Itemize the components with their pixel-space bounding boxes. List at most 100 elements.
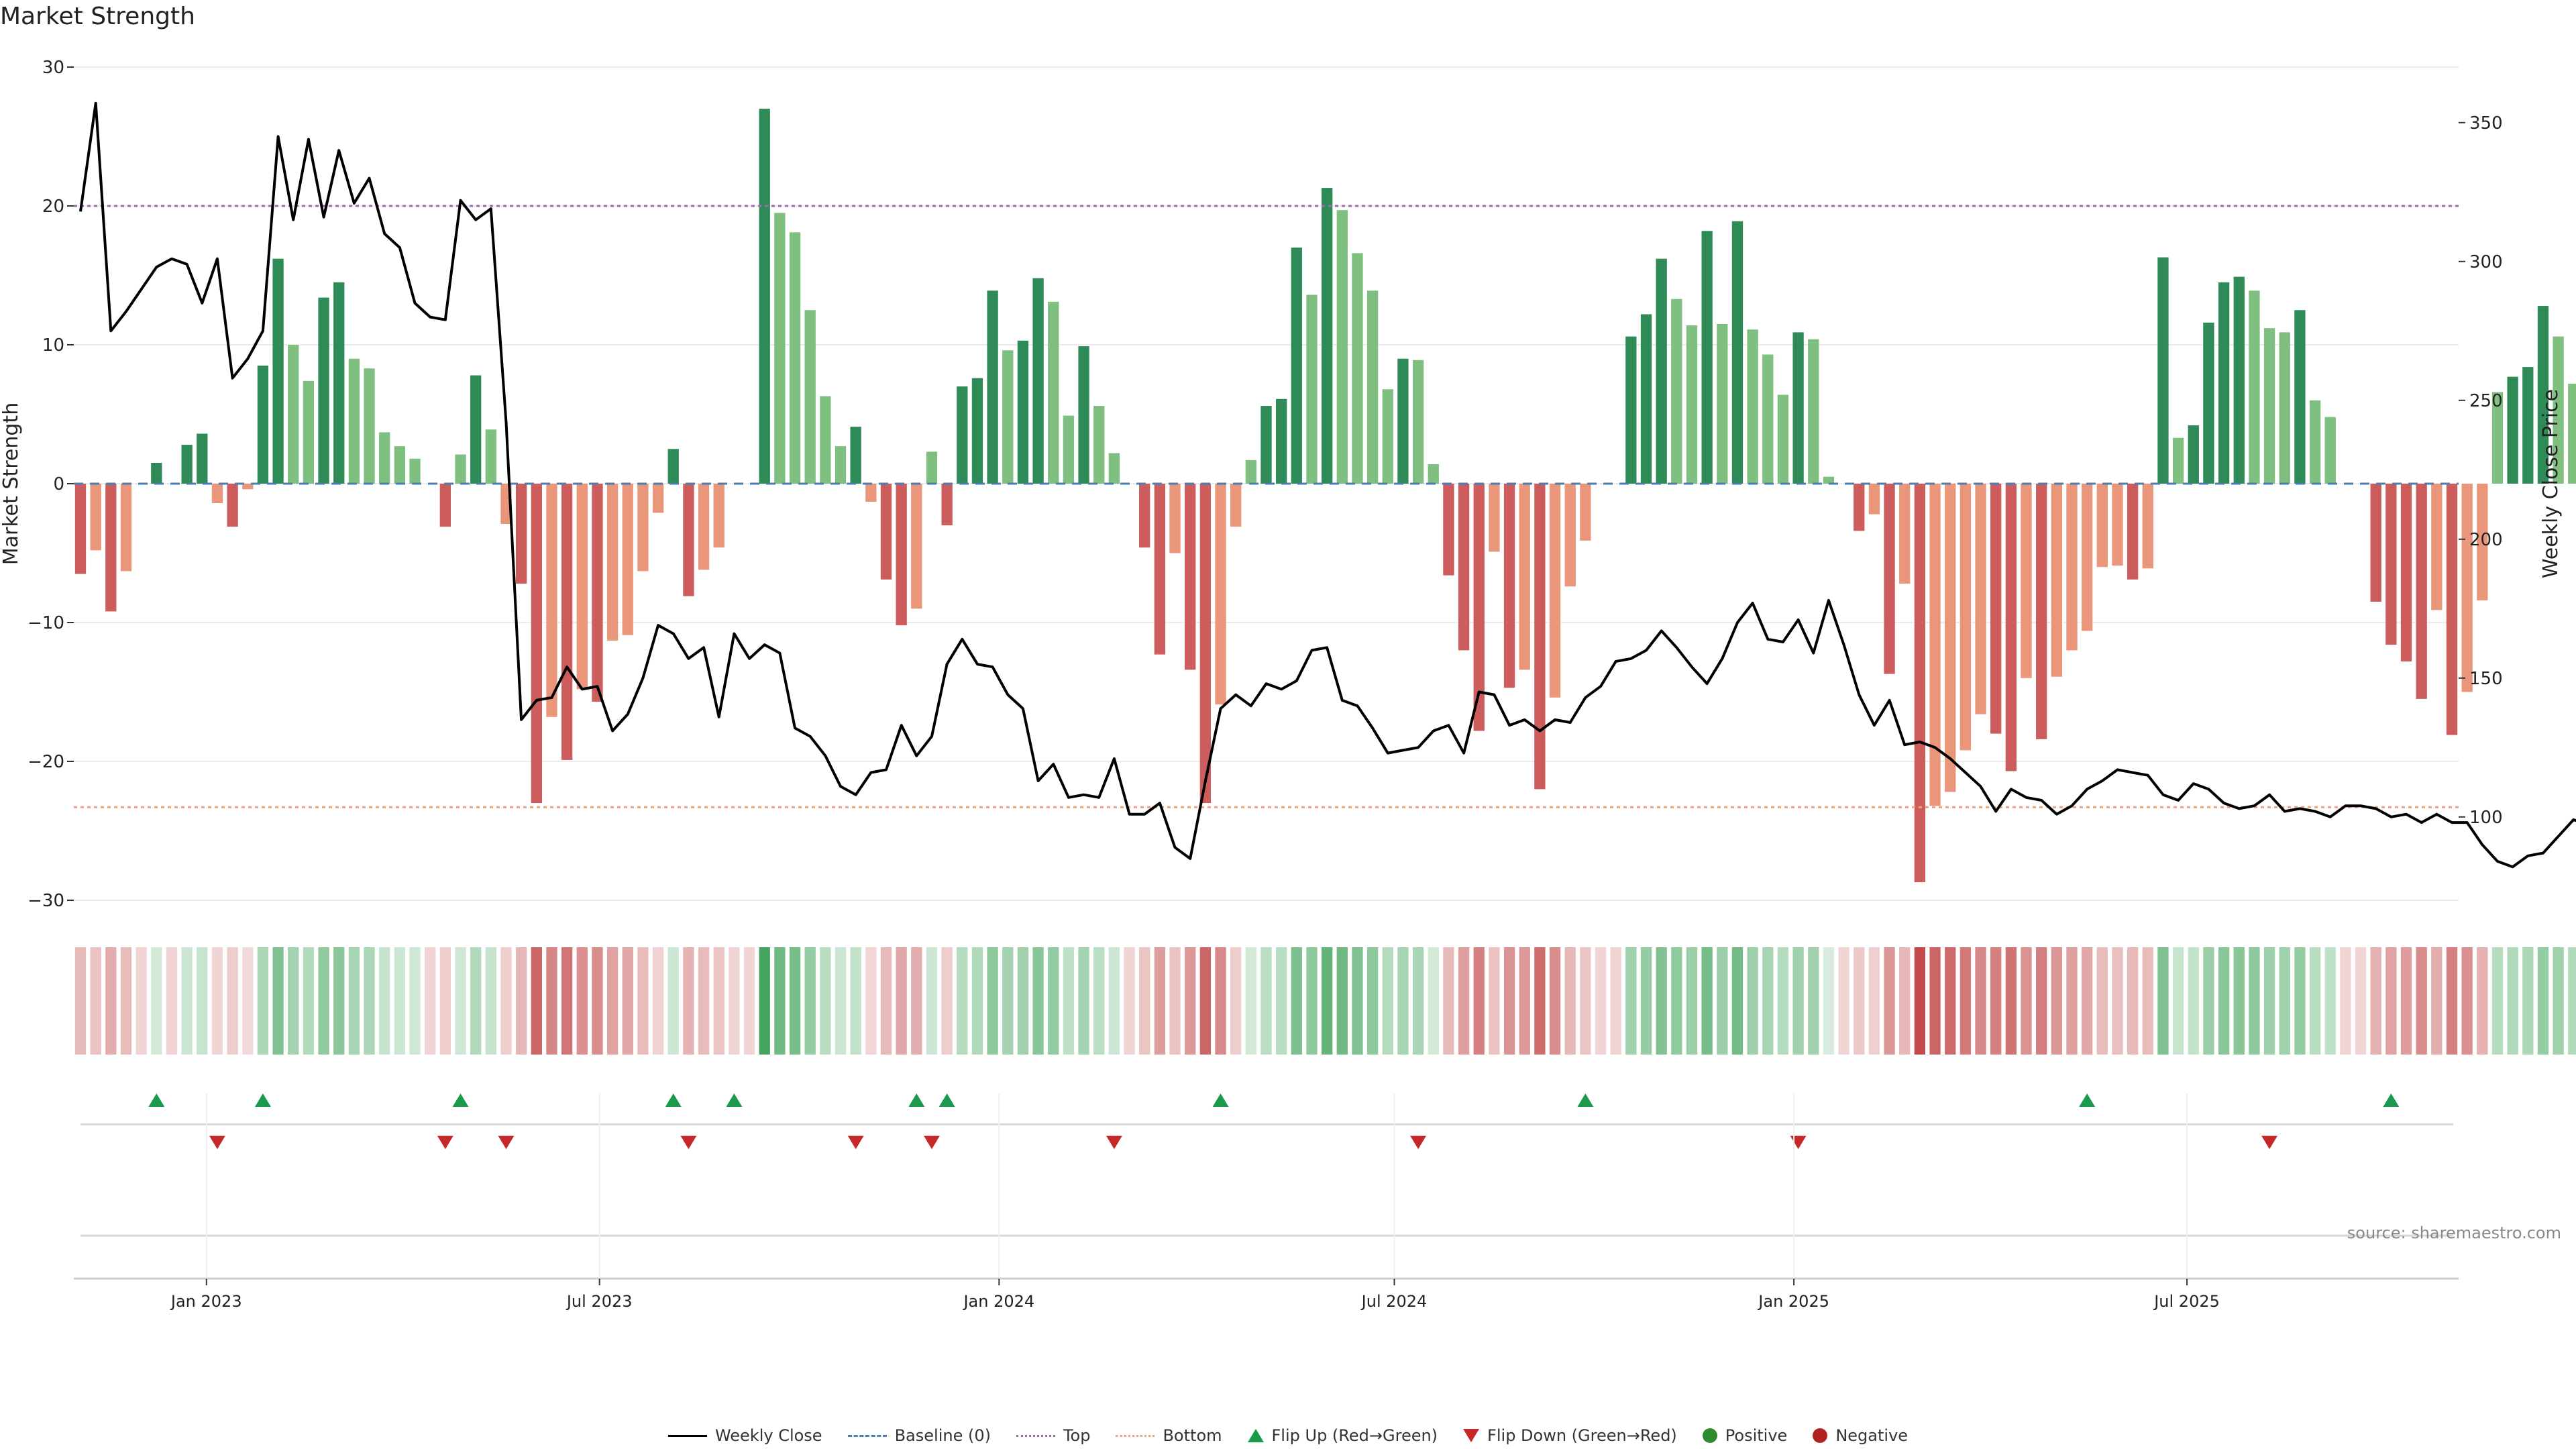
strength-bar: [1260, 406, 1272, 484]
strength-bar: [242, 484, 254, 490]
strength-bar: [1990, 484, 2002, 734]
heat-cell: [2431, 947, 2443, 1055]
heat-cell: [1489, 947, 1500, 1055]
y-tick-label: −20: [28, 752, 64, 772]
heat-cell: [1564, 947, 1576, 1055]
heat-cell: [333, 947, 345, 1055]
heat-cell: [90, 947, 101, 1055]
strength-bar: [850, 427, 861, 484]
strength-bar: [1686, 325, 1698, 484]
strength-bar: [485, 429, 496, 484]
heat-cell: [926, 947, 938, 1055]
heat-cell: [1671, 947, 1682, 1055]
heat-cell: [1838, 947, 1849, 1055]
strength-bar: [576, 484, 588, 690]
heat-cell: [606, 947, 619, 1055]
strength-bar: [1640, 314, 1652, 484]
heat-cell: [1291, 947, 1302, 1055]
strength-bar: [1063, 415, 1075, 484]
heat-cell: [2233, 947, 2245, 1055]
strength-bar: [2081, 484, 2093, 631]
heat-cell: [1428, 947, 1439, 1055]
strength-bar: [1503, 484, 1515, 688]
strength-bar: [2461, 484, 2473, 692]
heat-cell: [1154, 947, 1166, 1055]
strength-bar: [2249, 290, 2260, 484]
heat-cell: [166, 947, 178, 1055]
heat-cell: [1412, 947, 1424, 1055]
strength-bar: [2233, 276, 2245, 484]
heat-cell: [181, 947, 193, 1055]
heat-cell: [1762, 947, 1774, 1055]
strength-bar: [1428, 464, 1439, 484]
heat-cell: [2340, 947, 2351, 1055]
strength-bars: [74, 109, 2576, 883]
triangle-down-icon: [1463, 1429, 1480, 1442]
chart-title: Market Strength: [0, 3, 195, 30]
heat-cell: [2416, 947, 2427, 1055]
strength-bar: [835, 446, 847, 484]
weekly-close-swatch: [667, 1428, 707, 1444]
strength-bar: [1808, 339, 1819, 484]
heat-cell: [1625, 947, 1637, 1055]
legend-flip-up: Flip Up (Red→Green): [1247, 1426, 1438, 1445]
strength-bar: [318, 297, 329, 484]
heat-cell: [425, 947, 436, 1055]
heat-cell: [576, 947, 588, 1055]
strength-bar: [1276, 398, 1287, 484]
flip-down-marker: [437, 1136, 453, 1149]
heat-cell: [1945, 947, 1956, 1055]
heat-cell: [1124, 947, 1135, 1055]
strength-bar: [120, 484, 132, 572]
legend-positive: Positive: [1702, 1426, 1787, 1445]
heat-cell: [2324, 947, 2336, 1055]
y-tick-label: 30: [42, 58, 64, 78]
heat-cell: [2249, 947, 2260, 1055]
strength-bar: [1458, 484, 1470, 651]
flip-down-marker: [680, 1136, 697, 1149]
heat-cell: [2477, 947, 2488, 1055]
heat-cell: [500, 947, 512, 1055]
heat-cell: [789, 947, 801, 1055]
flip-markers: [80, 1093, 2453, 1237]
strength-bar: [759, 109, 770, 484]
heat-cell: [2568, 947, 2576, 1055]
strength-bar: [2142, 484, 2153, 569]
heat-cell: [470, 947, 482, 1055]
legend-top: Top: [1016, 1426, 1090, 1445]
heat-cell: [1185, 947, 1196, 1055]
strength-bar: [2066, 484, 2078, 651]
heat-cell: [272, 947, 284, 1055]
strength-bar: [2522, 367, 2534, 484]
heat-cell: [1975, 947, 1986, 1055]
strength-bar: [288, 345, 299, 484]
heat-cell: [1215, 947, 1226, 1055]
strength-bar: [1762, 354, 1774, 484]
strength-bar: [1884, 484, 1895, 674]
x-tick-label: Jan 2024: [962, 1292, 1034, 1311]
y-tick-label: 0: [53, 474, 64, 494]
heat-cell: [1656, 947, 1667, 1055]
heat-cell: [1731, 947, 1743, 1055]
heat-cell: [1884, 947, 1895, 1055]
strength-bar: [1366, 290, 1379, 484]
weekly-close-line-layer: [79, 101, 2576, 869]
heat-cell: [2172, 947, 2184, 1055]
strength-bar: [2157, 257, 2169, 484]
strength-bar: [1519, 484, 1530, 670]
weekly-close-line: [79, 101, 2576, 869]
strength-bar: [364, 368, 375, 484]
strength-bar: [926, 451, 938, 484]
heat-cell: [364, 947, 375, 1055]
strength-bar: [1929, 484, 1941, 806]
strength-bar: [531, 484, 542, 804]
heat-cell: [348, 947, 360, 1055]
strength-bar: [2203, 322, 2214, 484]
strength-bar: [683, 484, 694, 596]
strength-bar: [515, 484, 527, 584]
strength-bar: [1580, 484, 1591, 541]
heat-cell: [2096, 947, 2108, 1055]
heat-cell: [1245, 947, 1256, 1055]
heat-cell: [2370, 947, 2381, 1055]
